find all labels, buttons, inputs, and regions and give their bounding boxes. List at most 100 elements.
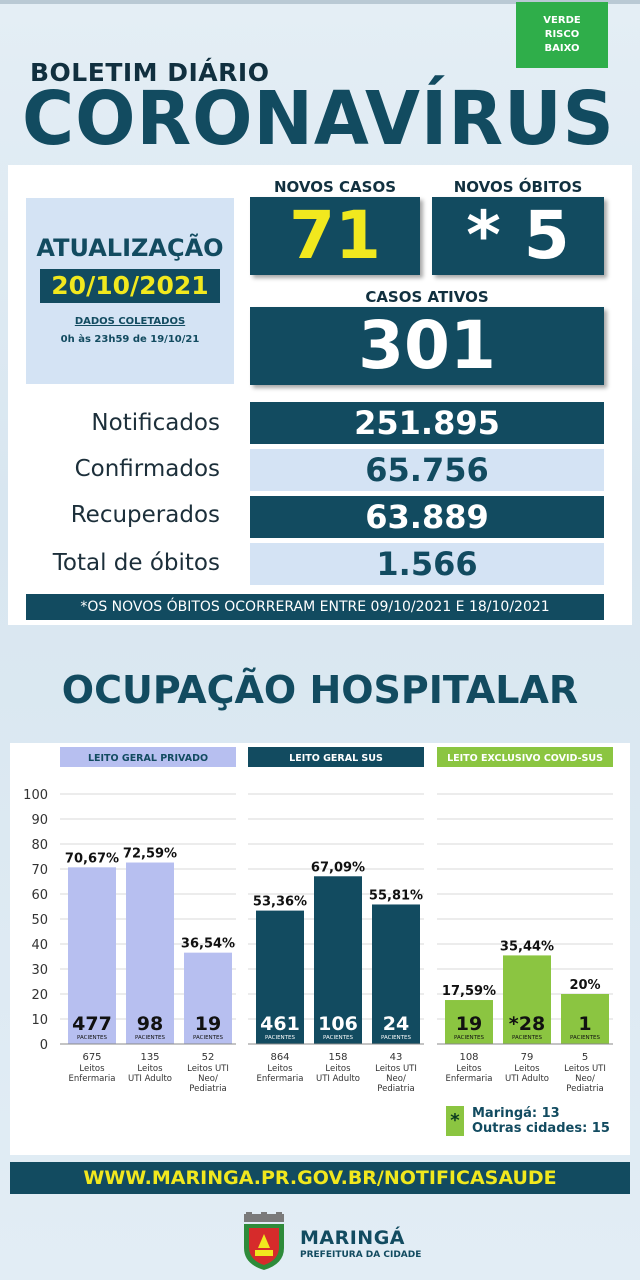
bar-patient-caption: PACIENTES — [323, 1035, 354, 1041]
bar-bed-count: 108 — [459, 1052, 478, 1063]
notification-url-link[interactable]: WWW.MARINGA.PR.GOV.BR/NOTIFICASAUDE — [10, 1162, 630, 1194]
bar-percent-label: 17,59% — [442, 984, 496, 999]
bar-category-label: Enfermaria — [446, 1074, 493, 1084]
bar-patient-count: 98 — [137, 1013, 163, 1035]
bar-category-label: Leitos UTI — [375, 1064, 417, 1074]
y-tick-label: 70 — [31, 863, 48, 878]
occupancy-bar — [561, 994, 609, 1044]
bar-percent-label: 35,44% — [500, 939, 554, 954]
legend-line-maringa: Maringá: 13 — [472, 1106, 560, 1121]
badge-line-1: VERDE — [543, 15, 581, 26]
bar-patient-count: 24 — [383, 1013, 409, 1035]
bar-patient-count: 106 — [318, 1013, 358, 1035]
occupancy-bar — [503, 955, 551, 1044]
bar-patient-caption: PACIENTES — [381, 1035, 412, 1041]
asterisk-legend-text: Maringá: 13 Outras cidades: 15 — [472, 1106, 610, 1136]
occupancy-bar — [126, 862, 174, 1044]
stat-label-notified: Notificados — [91, 410, 220, 436]
bar-percent-label: 55,81% — [369, 888, 423, 903]
stat-value-notified: 251.895 — [250, 402, 604, 444]
bar-category-label: Pediatria — [566, 1084, 603, 1094]
bar-percent-label: 72,59% — [123, 847, 177, 862]
active-cases-value: 301 — [250, 307, 604, 385]
occupancy-bar — [256, 910, 304, 1044]
new-cases-label: NOVOS CASOS — [274, 178, 396, 196]
bar-bed-count: 675 — [82, 1052, 101, 1063]
occupancy-bar — [184, 952, 232, 1044]
bar-patient-count: *28 — [509, 1013, 545, 1035]
bar-category-label: Neo/ — [198, 1074, 218, 1084]
page-title: CORONAVÍRUS — [22, 76, 615, 162]
bar-category-label: UTI Adulto — [316, 1074, 360, 1084]
new-cases-value: 71 — [250, 197, 420, 275]
bar-patient-count: 19 — [195, 1013, 221, 1035]
data-collected-period: 0h às 23h59 de 19/10/21 — [60, 334, 200, 345]
bar-category-label: Enfermaria — [257, 1074, 304, 1084]
bar-bed-count: 43 — [390, 1052, 403, 1063]
group-header-bg — [60, 747, 236, 767]
bar-category-label: Leitos — [325, 1064, 351, 1074]
y-tick-label: 90 — [31, 813, 48, 828]
group-header-label: LEITO GERAL SUS — [289, 753, 383, 764]
bar-percent-label: 20% — [569, 978, 600, 993]
bar-patient-caption: PACIENTES — [570, 1035, 601, 1041]
occupancy-bar — [372, 904, 420, 1044]
bar-category-label: Pediatria — [377, 1084, 414, 1094]
bar-patient-caption: PACIENTES — [193, 1035, 224, 1041]
bar-percent-label: 53,36% — [253, 895, 307, 910]
group-header-bg — [437, 747, 613, 767]
stat-label-total-deaths: Total de óbitos — [52, 550, 220, 576]
stat-value-recovered: 63.889 — [250, 496, 604, 538]
bar-category-label: Leitos UTI — [187, 1064, 229, 1074]
update-title: ATUALIZAÇÃO — [36, 234, 224, 262]
hospital-occupancy-chart: 0 10 20 30 40 50 60 70 80 90 100 LEITO GERAL PRIVAD… — [23, 747, 613, 1094]
y-tick-label: 10 — [31, 1013, 48, 1028]
bar-category-label: Leitos — [267, 1064, 293, 1074]
city-name: MARINGÁ — [300, 1227, 406, 1249]
bar-bed-count: 5 — [582, 1052, 588, 1063]
bulletin-subtitle: BOLETIM DIÁRIO — [30, 58, 270, 87]
y-tick-label: 20 — [31, 988, 48, 1003]
legend-line-other-cities: Outras cidades: 15 — [472, 1121, 610, 1136]
deaths-footnote: *OS NOVOS ÓBITOS OCORRERAM ENTRE 09/10/2… — [26, 594, 604, 620]
stat-label-recovered: Recuperados — [70, 502, 220, 528]
active-cases-label: CASOS ATIVOS — [365, 288, 489, 306]
city-hall-label: PREFEITURA DA CIDADE — [300, 1250, 422, 1260]
badge-line-3: BAIXO — [544, 43, 580, 54]
bar-category-label: Leitos — [137, 1064, 163, 1074]
bar-category-label: Neo/ — [575, 1074, 595, 1084]
asterisk-legend-icon: * — [446, 1106, 464, 1136]
bar-category-label: UTI Adulto — [505, 1074, 549, 1084]
update-date: 20/10/2021 — [40, 269, 220, 303]
data-collected-label: DADOS COLETADOS — [74, 316, 186, 327]
bar-category-label: Pediatria — [189, 1084, 226, 1094]
city-coat-of-arms-icon — [244, 1212, 284, 1270]
bar-percent-label: 70,67% — [65, 851, 119, 866]
bar-patient-caption: PACIENTES — [454, 1035, 485, 1041]
y-tick-label: 60 — [31, 888, 48, 903]
y-tick-label: 80 — [31, 838, 48, 853]
stat-value-confirmed: 65.756 — [250, 449, 604, 491]
y-tick-label: 0 — [40, 1038, 48, 1053]
bar-category-label: Leitos — [456, 1064, 482, 1074]
bar-bed-count: 135 — [140, 1052, 159, 1063]
bar-category-label: Enfermaria — [69, 1074, 116, 1084]
bar-category-label: Leitos — [79, 1064, 105, 1074]
group-header-bg — [248, 747, 424, 767]
top-strip — [0, 0, 640, 4]
bar-patient-count: 19 — [456, 1013, 482, 1035]
occupancy-title: OCUPAÇÃO HOSPITALAR — [61, 668, 579, 712]
group-header-label: LEITO EXCLUSIVO COVID-SUS — [447, 753, 603, 764]
bar-bed-count: 79 — [521, 1052, 534, 1063]
bar-patient-count: 477 — [72, 1013, 112, 1035]
y-tick-label: 30 — [31, 963, 48, 978]
y-tick-label: 50 — [31, 913, 48, 928]
bar-patient-count: 461 — [260, 1013, 300, 1035]
bar-bed-count: 158 — [328, 1052, 347, 1063]
bar-patient-caption: PACIENTES — [135, 1035, 166, 1041]
new-deaths-label: NOVOS ÓBITOS — [453, 178, 583, 196]
bar-patient-caption: PACIENTES — [265, 1035, 296, 1041]
bar-patient-caption: PACIENTES — [512, 1035, 543, 1041]
badge-line-2: RISCO — [544, 29, 580, 40]
occupancy-bar — [314, 876, 362, 1044]
